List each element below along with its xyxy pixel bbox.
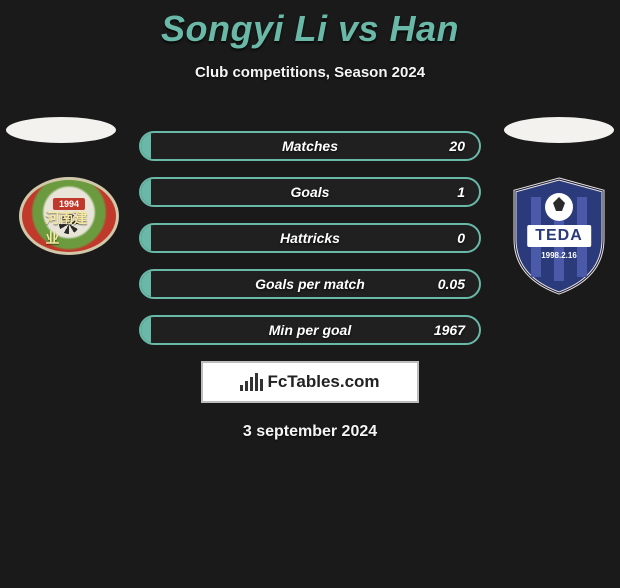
bar-icon-segment (240, 385, 243, 391)
stat-fill (141, 271, 151, 297)
branding-text: FcTables.com (267, 372, 379, 392)
bar-icon-segment (260, 379, 263, 391)
stat-row: Hattricks 0 (139, 223, 481, 253)
stat-row: Goals 1 (139, 177, 481, 207)
right-club-founded: 1998.2.16 (541, 251, 577, 260)
stat-row: Matches 20 (139, 131, 481, 161)
stat-rows: Matches 20 Goals 1 Hattricks 0 Goals per match… (139, 117, 481, 345)
page-title: Songyi Li vs Han (0, 8, 620, 50)
subtitle: Club competitions, Season 2024 (0, 64, 620, 81)
bar-icon-segment (245, 381, 248, 391)
branding-box[interactable]: FcTables.com (201, 361, 419, 403)
stat-row: Goals per match 0.05 (139, 269, 481, 299)
stat-value: 20 (449, 138, 465, 154)
stat-fill (141, 317, 151, 343)
stat-fill (141, 133, 151, 159)
comparison-panel: 1994 河南建业 TEDA 1998.2.16 Matches 20 Goals 1… (0, 117, 620, 345)
stat-label: Matches (282, 138, 338, 154)
stat-label: Min per goal (269, 322, 351, 338)
stat-label: Hattricks (280, 230, 340, 246)
left-club-name-cn: 河南建业 (46, 208, 93, 248)
left-player-marker (6, 117, 116, 143)
stat-fill (141, 179, 151, 205)
stat-label: Goals per match (255, 276, 365, 292)
bar-icon-segment (255, 373, 258, 391)
stat-value: 0.05 (438, 276, 465, 292)
right-player-marker (504, 117, 614, 143)
stat-label: Goals (291, 184, 330, 200)
stat-row: Min per goal 1967 (139, 315, 481, 345)
stat-value: 1967 (434, 322, 465, 338)
stat-value: 0 (457, 230, 465, 246)
stat-fill (141, 225, 151, 251)
stat-value: 1 (457, 184, 465, 200)
chart-bars-icon (240, 373, 263, 391)
date-line: 3 september 2024 (0, 423, 620, 441)
right-club-short: TEDA (527, 225, 591, 247)
left-club-badge: 1994 河南建业 (19, 177, 119, 255)
bar-icon-segment (250, 377, 253, 391)
right-club-badge: TEDA 1998.2.16 (509, 177, 609, 295)
